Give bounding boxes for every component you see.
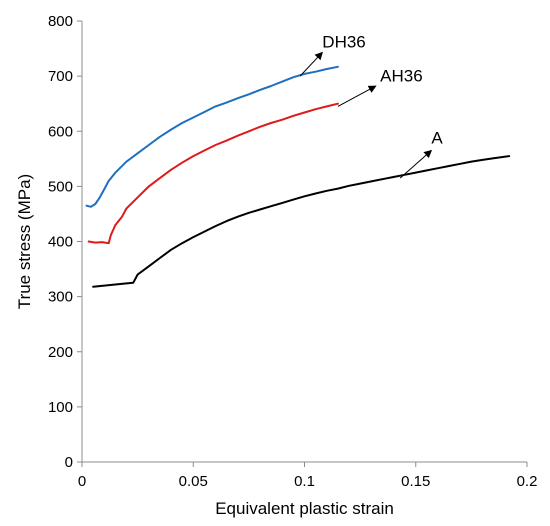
series-layer bbox=[85, 65, 511, 288]
annotation-arrow bbox=[399, 149, 433, 179]
y-tick-label: 600 bbox=[48, 123, 73, 140]
y-axis-title: True stress (MPa) bbox=[15, 174, 34, 309]
y-tick-label: 300 bbox=[48, 289, 73, 306]
axes-layer bbox=[81, 21, 527, 463]
annotations-layer: DH36 AH36 A bbox=[299, 32, 443, 179]
x-tick-label: 0.15 bbox=[401, 473, 430, 490]
series-line-ah36 bbox=[87, 102, 339, 245]
y-tick-label: 800 bbox=[48, 13, 73, 30]
annotation-arrow bbox=[337, 85, 377, 107]
y-tick-label: 500 bbox=[48, 178, 73, 195]
x-tick-label: 0.05 bbox=[179, 473, 208, 490]
series-line-a bbox=[92, 155, 511, 288]
x-tick-label: 0.1 bbox=[294, 473, 315, 490]
y-tick-label: 400 bbox=[48, 234, 73, 251]
annotation-label: A bbox=[431, 128, 443, 147]
annotation-label: DH36 bbox=[322, 32, 365, 51]
x-tick-label: 0.2 bbox=[517, 473, 538, 490]
y-tick-label: 0 bbox=[65, 454, 73, 471]
series-line-dh36 bbox=[85, 65, 339, 208]
y-tick-label: 700 bbox=[48, 68, 73, 85]
annotation-arrow bbox=[299, 51, 323, 77]
annotation-label: AH36 bbox=[380, 67, 423, 86]
y-tick-label: 200 bbox=[48, 344, 73, 361]
y-tick-label: 100 bbox=[48, 399, 73, 416]
x-axis-title: Equivalent plastic strain bbox=[215, 499, 394, 518]
ticks-layer: 0 100 200 300 400 500 600 700 800 0 0.05 0.1 0.15 0.2 bbox=[48, 13, 537, 490]
x-tick-label: 0 bbox=[78, 473, 86, 490]
